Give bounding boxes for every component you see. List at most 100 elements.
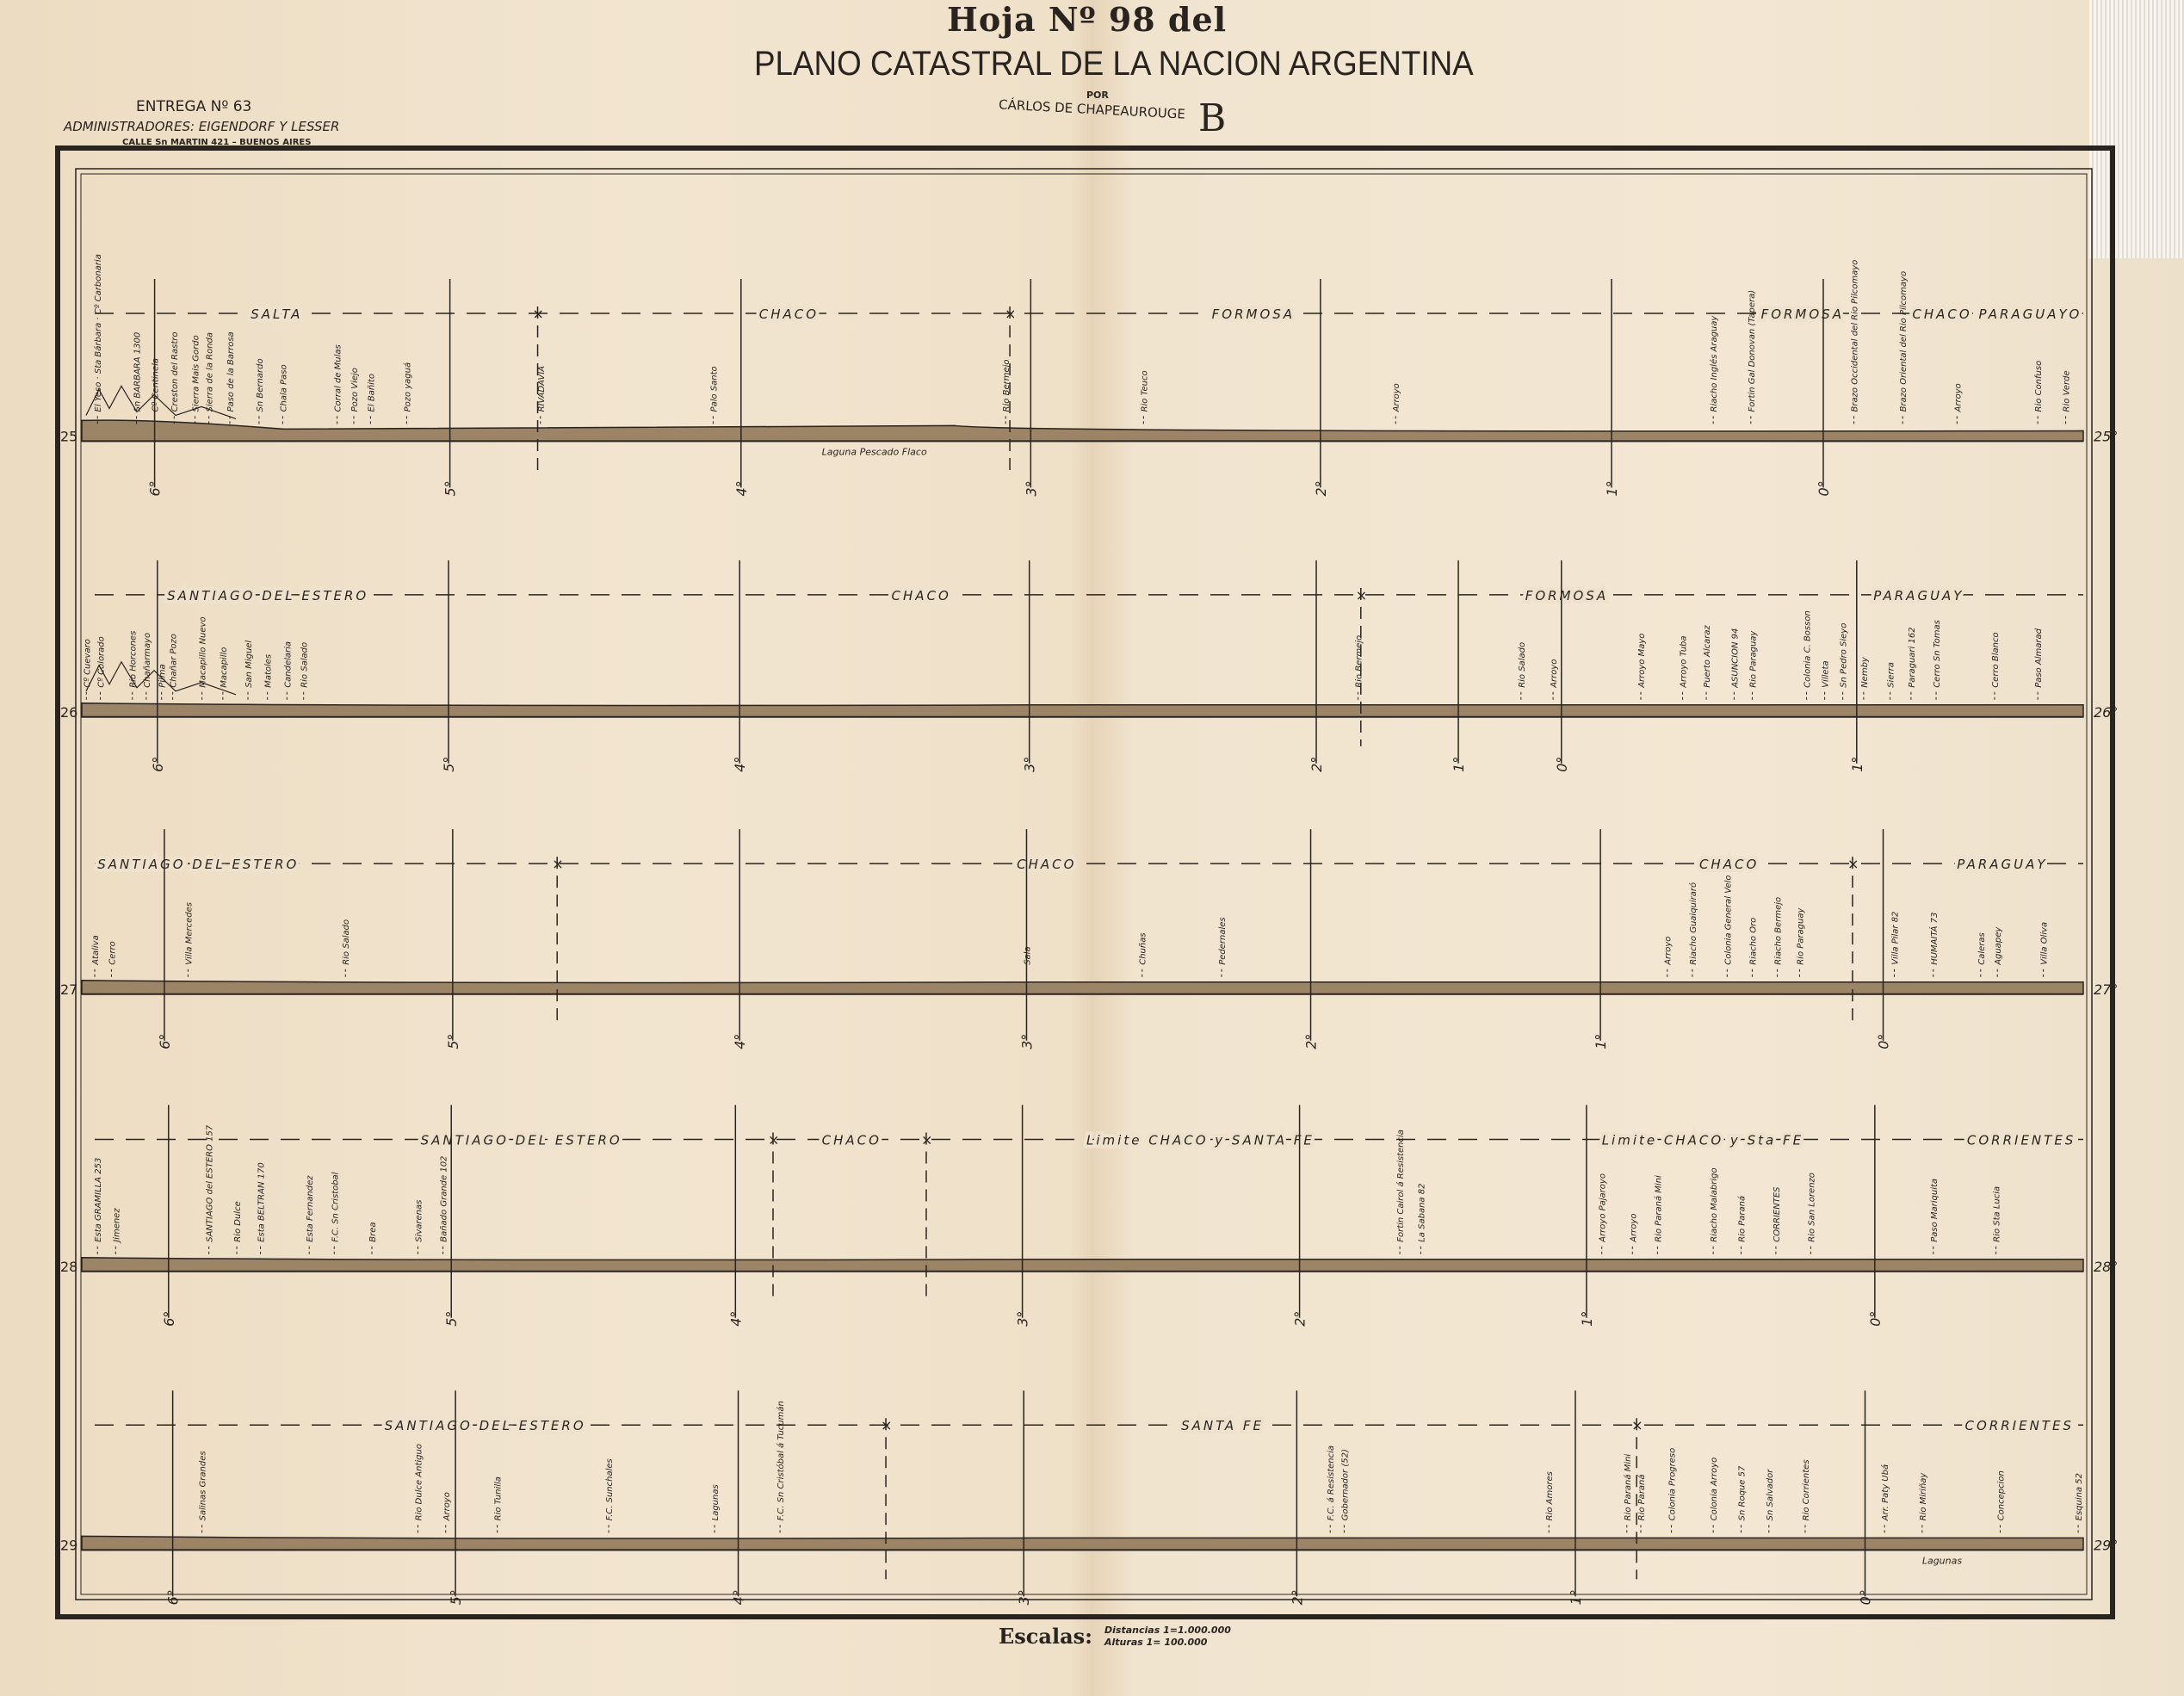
place-name: Corral de Mulas [334,344,343,412]
longitude-label: 4° [731,1589,747,1605]
boundary-cross-marker: × [1005,306,1016,322]
place-name: Pedernales [1218,917,1228,964]
place-name: Macapillo Nuevo [199,616,208,687]
place-name: Chuñas [1139,932,1148,964]
longitude-label: 2° [1313,480,1329,496]
place-name: Rio Dulce Antiguo [414,1444,424,1520]
place-name: Arroyo [1392,383,1401,412]
below-profile-label: Lagunas [1922,1555,1963,1566]
longitude-label: 6° [150,757,166,772]
region-label: FORMOSA [1212,306,1295,322]
boundary-cross-marker: × [921,1132,932,1148]
place-name: Sivarenas [414,1200,424,1242]
longitude-label: 1° [1451,757,1467,772]
mountain-hachures [85,660,237,696]
place-name: Pozo Viejo [350,368,360,412]
place-name: Rio Salado [342,919,351,965]
place-name: Rio Horcones [129,631,139,688]
region-label: CHACO [759,306,819,322]
place-name: Colonia Progreso [1668,1448,1678,1521]
region-label: CORRIENTES [1965,1418,2074,1433]
region-label: Limite CHACO y Sta FE [1602,1133,1804,1148]
place-name: Riacho Inglés Araguay [1709,315,1719,412]
sheet-letter: B [1198,96,1227,140]
place-name: Colonia Arroyo [1710,1458,1719,1521]
longitude-label: 0° [1858,1589,1874,1605]
place-name: Villa Oliva [2040,922,2050,965]
longitude-label: 2° [1292,1311,1309,1327]
place-name: Arroyo [442,1492,452,1521]
inner-frame-2 [80,173,2088,1595]
place-name: Chañarmayo [143,633,152,688]
place-name: Rio Paraguay [1748,630,1758,688]
place-name: La Sabana 82 [1417,1184,1426,1242]
longitude-label: 5° [442,480,459,496]
place-name: Arroyo Tuba [1680,635,1689,688]
boundary-cross-marker: × [1847,856,1859,872]
longitude-label: 5° [443,1311,460,1327]
longitude-label: 1° [1568,1589,1584,1605]
place-name: Arroyo Mayo [1637,634,1647,689]
latitude-label-right: 28° [2094,1259,2118,1275]
place-name: Sierra [1887,662,1896,688]
place-name: F.C. Sn Cristobal [331,1172,340,1241]
place-name: Villeta [1822,660,1831,687]
region-label: SANTIAGO DEL ESTERO [385,1418,586,1433]
boundary-cross-marker: × [533,306,544,322]
place-name: Sn Pedro Sieyo [1840,623,1849,688]
place-name: Arroyo [1629,1214,1638,1243]
place-name: Colonia General Velo [1723,875,1733,964]
place-name: Rio Sta Lucia [1993,1186,2002,1242]
scale-legend: Escalas: Distancias 1=1.000.000 Alturas … [999,1624,1231,1649]
place-name: Arroyo Pajaroyo [1599,1173,1608,1243]
longitude-label: 0° [1816,480,1832,496]
region-label: Limite CHACO y SANTA FE [1086,1133,1315,1148]
longitude-label: 4° [727,1311,744,1327]
place-name: Fortin Gal Donovan (Tapera) [1748,290,1757,412]
place-name: Paso Almarad [2034,628,2044,687]
place-name: Arroyo [1953,383,1963,412]
longitude-label: 6° [161,1311,177,1327]
region-label: CORRIENTES [1967,1133,2076,1148]
place-name: Candelaria [283,641,293,688]
region-label: CHACO [1699,857,1759,872]
boundary-cross-marker: × [552,856,563,872]
place-name: Rio Miriñay [1919,1472,1928,1521]
place-name: Creston del Rastro [170,332,180,412]
latitude-label-left: 25 [60,428,77,444]
place-name: Cº Centinela [152,358,161,412]
place-name: Rio Paraná Mini [1653,1175,1663,1242]
latitude-label-left: 26 [60,704,77,721]
place-name: Brazo Oriental del Rio Pilcomayo [1899,271,1909,412]
place-name: Sn Salvador [1766,1469,1775,1521]
place-name: Villa Pilar 82 [1890,912,1900,965]
region-label: CHACO [892,588,951,604]
place-name: Esta Fernandez [306,1175,315,1242]
terrain-profile-1 [81,419,2084,443]
place-name: Cº Colorado [96,636,106,688]
address-label: CALLE Sn MARTIN 421 – BUENOS AIRES [122,138,312,147]
place-name: Arroyo [1550,659,1559,689]
scales-label: Escalas: [999,1624,1093,1649]
longitude-label: 6° [147,480,164,496]
place-name: ASUNCION 94 [1730,628,1740,689]
scale-distances: Distancias 1=1.000.000 [1104,1624,1231,1636]
administradores-label: ADMINISTRADORES: EIGENDORF Y LESSER [64,119,340,134]
torn-paper-edge [2089,0,2184,258]
region-label: SANTIAGO DEL ESTERO [97,857,299,872]
place-name: Paso de la Barrosa [226,331,236,412]
longitude-label: 1° [1849,757,1865,772]
boundary-cross-marker: × [881,1417,892,1433]
place-name: Rio Salado [300,642,310,688]
longitude-label: 4° [732,1034,748,1049]
region-label: FORMOSA [1525,588,1608,604]
longitude-label: 1° [1593,1034,1609,1049]
place-name: San Miguel [244,641,254,688]
place-name: SANTIAGO del ESTERO 157 [206,1124,215,1242]
inner-frame [75,168,2093,1600]
place-name: Fortin Cairol á Resistencia [1395,1130,1406,1242]
longitude-label: 6° [165,1589,182,1605]
place-name: Rio San Lorenzo [1807,1173,1816,1242]
place-name: F.C. Sunchales [605,1458,615,1520]
